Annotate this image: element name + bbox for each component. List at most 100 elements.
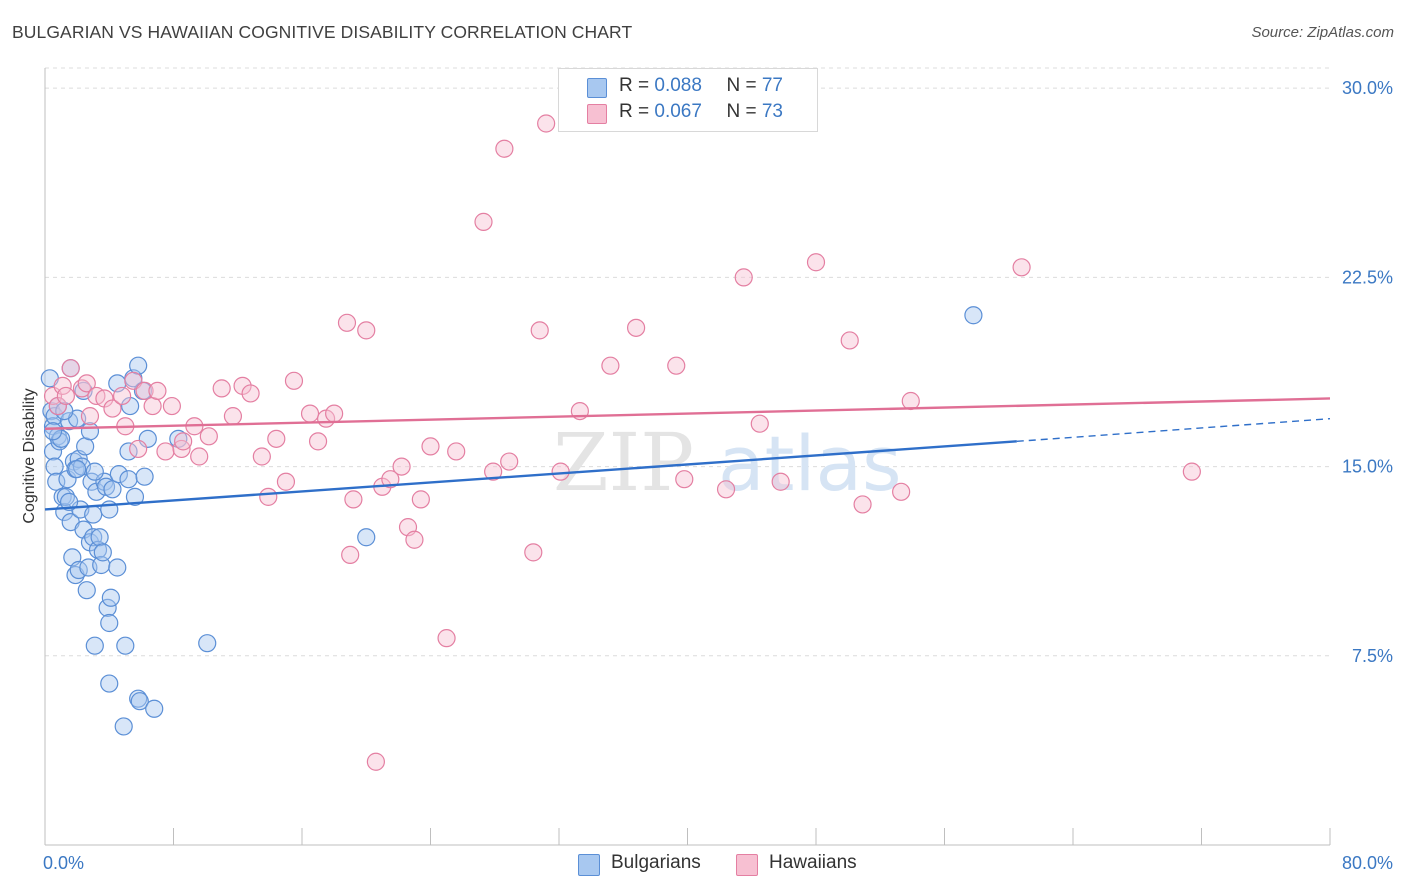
data-point <box>901 391 920 411</box>
y-axis-label: Cognitive Disability <box>21 388 38 523</box>
data-point <box>125 487 145 506</box>
watermark-atlas: atlas <box>718 419 902 508</box>
data-point <box>223 407 243 426</box>
data-point <box>308 432 328 451</box>
data-point <box>484 462 503 481</box>
legend-r-label: R = <box>619 101 655 122</box>
data-point <box>109 465 128 484</box>
data-point <box>101 588 120 607</box>
data-point <box>530 321 549 340</box>
data-point <box>392 457 411 476</box>
legend-swatch-hawaiians <box>587 104 607 124</box>
data-point <box>119 470 138 489</box>
data-point <box>80 407 100 426</box>
data-point <box>143 396 162 416</box>
data-point <box>199 427 218 446</box>
data-point <box>124 371 143 390</box>
watermark: ZIP atlas <box>553 416 902 509</box>
data-point <box>77 374 96 393</box>
data-point <box>45 407 64 426</box>
y-tick-label: 30.0% <box>1342 78 1393 98</box>
data-point <box>61 359 80 378</box>
y-tick-label: 15.0% <box>1342 457 1393 477</box>
data-point <box>169 429 188 448</box>
data-point <box>357 321 376 340</box>
data-point <box>162 396 181 416</box>
data-point <box>82 472 101 491</box>
data-point <box>103 399 122 418</box>
data-point <box>130 692 149 711</box>
data-point <box>174 432 193 451</box>
trend-line-hawaiians <box>44 397 1331 430</box>
data-point <box>495 139 514 158</box>
data-point <box>80 422 100 441</box>
data-point <box>53 376 72 395</box>
stats-legend: R = 0.088 N = 77 R = 0.067 N = 73 <box>558 68 818 132</box>
data-point <box>267 429 286 448</box>
series-bulgarians <box>40 306 983 736</box>
data-point <box>551 462 570 481</box>
data-point <box>93 543 112 562</box>
data-point <box>172 439 191 459</box>
legend-r-label: R = <box>619 75 655 96</box>
legend-n-value: 73 <box>761 101 783 122</box>
bottom-legend-swatch-bulgarians <box>578 854 600 876</box>
data-point <box>108 558 127 577</box>
chart-source: Source: ZipAtlas.com <box>1251 24 1394 41</box>
axes <box>44 68 1331 846</box>
data-point <box>156 442 175 461</box>
trend-line-bulgarians <box>44 440 1017 511</box>
data-point <box>325 404 344 423</box>
data-point <box>300 404 320 423</box>
data-point <box>114 717 133 736</box>
data-point <box>1012 258 1031 277</box>
data-point <box>129 356 148 375</box>
data-point <box>381 470 400 489</box>
data-point <box>103 480 122 499</box>
data-point <box>366 752 385 771</box>
data-point <box>500 452 519 471</box>
data-point <box>85 462 104 481</box>
data-point <box>284 371 304 390</box>
data-point <box>47 472 66 491</box>
data-point <box>129 439 148 459</box>
data-point <box>77 581 96 600</box>
legend-swatch-bulgarians <box>587 78 607 98</box>
data-point <box>98 598 117 617</box>
legend-n-label: N = <box>726 75 762 96</box>
data-point <box>626 318 646 337</box>
data-point <box>72 379 92 398</box>
data-point <box>341 545 360 564</box>
data-point <box>259 487 278 506</box>
data-point <box>437 629 456 648</box>
data-point <box>1182 462 1201 481</box>
data-point <box>85 636 104 655</box>
data-point <box>100 674 119 693</box>
data-point <box>145 699 164 718</box>
data-point <box>853 495 872 514</box>
data-point <box>716 480 736 499</box>
series-hawaiians <box>43 114 1201 771</box>
data-point <box>344 490 363 509</box>
data-point <box>276 472 296 491</box>
data-point <box>241 384 260 403</box>
data-point <box>447 442 466 461</box>
x-tick-label: 0.0% <box>43 853 84 873</box>
data-point <box>337 313 357 332</box>
data-point <box>100 613 119 633</box>
y-tick-label: 22.5% <box>1342 267 1393 287</box>
legend-n-value: 77 <box>761 75 783 96</box>
data-point <box>840 331 859 350</box>
data-point <box>537 114 556 133</box>
data-point <box>411 490 430 509</box>
legend-r-value: 0.088 <box>654 75 702 96</box>
data-point <box>734 268 753 287</box>
chart-title: BULGARIAN VS HAWAIIAN COGNITIVE DISABILI… <box>12 22 633 42</box>
y-tick-label: 7.5% <box>1352 646 1393 666</box>
data-point <box>806 253 826 272</box>
data-point <box>964 306 983 325</box>
data-point <box>56 487 75 506</box>
data-point <box>524 543 543 562</box>
data-point <box>750 414 769 433</box>
